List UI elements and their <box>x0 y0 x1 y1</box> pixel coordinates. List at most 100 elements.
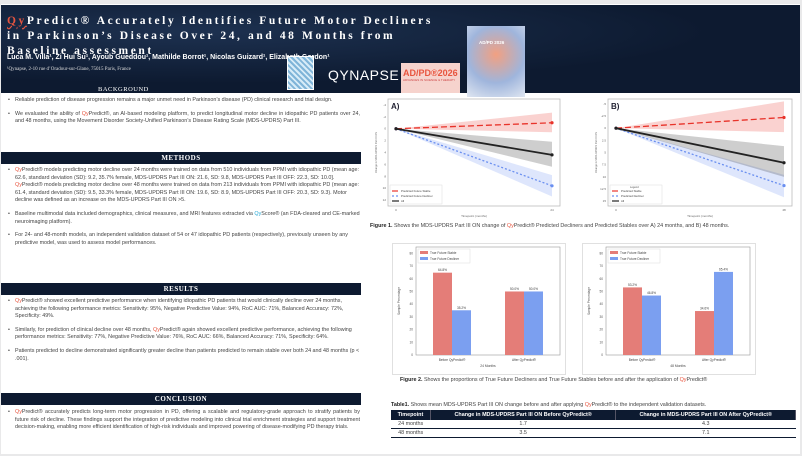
y-tick-label: 10 <box>603 175 607 179</box>
x-axis-label: 24 Months <box>480 364 496 368</box>
bar-data-label: 53.2% <box>628 283 637 287</box>
methods-list: QyPredict® models predicting motor decli… <box>8 167 360 253</box>
bar <box>714 271 733 355</box>
list-item: QyPredict® accurately predicts long-term… <box>8 409 360 432</box>
y-tick-label: 20 <box>409 328 413 332</box>
conclusion-list: QyPredict® accurately predicts long-term… <box>8 409 360 438</box>
bar-data-label: 50.0% <box>529 287 538 291</box>
y-axis-label: Sample Percentage <box>397 287 401 315</box>
list-item: We evaluated the ability of QyPredict®, … <box>8 111 360 126</box>
list-item: For 24- and 48-month models, an independ… <box>8 232 360 247</box>
figure1-caption: Figure 1. Shows the MDS-UPDRS Part III O… <box>370 223 730 229</box>
table-row: 24 months 1.7 4.3 <box>391 420 796 429</box>
y-tick-label: 30 <box>409 315 413 319</box>
y-tick-label: 0 <box>604 126 606 130</box>
legend-label: True Future Stable <box>620 251 647 255</box>
y-tick-label: 10 <box>383 186 387 190</box>
y-tick-label: 5 <box>604 151 606 155</box>
poster-header: QyPredict® Accurately Identifies Future … <box>1 5 800 97</box>
bar <box>623 287 642 355</box>
x-tick-label: 0 <box>395 208 397 212</box>
background-list: Reliable prediction of disease progressi… <box>8 97 360 132</box>
y-tick-label: 12.5 <box>600 187 606 191</box>
x-tick-label: 48 <box>782 208 786 212</box>
y-axis-label: Change in MDS-UPDRS Part III ON <box>594 132 598 173</box>
legend-label: Predicted Stable <box>621 189 642 193</box>
y-tick-label: 0 <box>384 127 386 131</box>
y-tick-label: 7.5 <box>602 163 607 167</box>
y-tick-label: 12 <box>383 198 387 202</box>
results-list: QyPredict® showed excellent predictive p… <box>8 298 360 369</box>
conclusion-heading: CONCLUSION <box>1 393 361 405</box>
qr-code[interactable] <box>287 56 314 90</box>
bar <box>642 295 661 355</box>
data-point <box>550 153 554 157</box>
y-tick-label: 10 <box>599 340 603 344</box>
y-tick-label: 80 <box>599 251 603 255</box>
legend-swatch <box>420 251 428 254</box>
x-tick-label: 0 <box>615 208 617 212</box>
series-line <box>395 122 553 130</box>
y-tick-label: -5 <box>603 102 606 106</box>
legend-label: Predicted Future Decliner <box>401 194 433 198</box>
authors: Luca M. Villa¹, Zi Hui Su¹, Ayoub Gueddo… <box>7 54 330 61</box>
legend-box <box>607 248 661 264</box>
y-tick-label: 50 <box>599 289 603 293</box>
x-axis-label: 48 Months <box>670 364 686 368</box>
bar-data-label: 65.4% <box>719 267 728 271</box>
legend-label: True Future Decliner <box>620 257 650 261</box>
legend-label: Predicted Decliner <box>621 194 644 198</box>
background-heading: BACKGROUND <box>98 86 149 93</box>
y-tick-label: 70 <box>599 264 603 268</box>
x-tick-label: 24 <box>550 208 554 212</box>
y-axis-label: Change in MDS-UPDRS Part III ON <box>374 132 378 173</box>
results-heading: RESULTS <box>1 283 361 295</box>
y-tick-label: 2 <box>384 139 386 143</box>
brain-image: AD/PD 2026 <box>467 26 525 97</box>
line-chart-48-months: -5 -2.5 0 2.5 5 7.5 10 12.5 15 0 48 Timepoint (mont… <box>594 98 793 218</box>
bar-data-label: 34.6% <box>700 307 709 311</box>
x-tick-label: Before QyPredict® <box>439 358 466 362</box>
data-point <box>782 161 786 165</box>
y-tick-label: 30 <box>599 315 603 319</box>
y-tick-label: 0 <box>411 353 413 357</box>
y-tick-label: 80 <box>409 251 413 255</box>
bar <box>452 310 471 355</box>
x-tick-label: After QyPredict® <box>512 358 537 362</box>
bar <box>695 311 714 355</box>
table-caption: Table1. Shows mean MDS-UPDRS Part III ON… <box>391 402 707 408</box>
plot-area <box>415 246 561 356</box>
list-item: QyPredict® showed excellent predictive p… <box>8 298 360 321</box>
list-item: QyPredict® models predicting motor decli… <box>8 167 360 205</box>
legend-swatch <box>610 251 618 254</box>
x-tick-label: After QyPredict® <box>702 358 727 362</box>
data-point <box>782 115 786 120</box>
series-line <box>615 127 785 187</box>
affiliation: ¹Qynapse, 2-10 rue d’Oradour-sur-Glane, … <box>7 67 131 72</box>
bar-data-label: 50.0% <box>510 287 519 291</box>
data-point <box>614 126 618 130</box>
legend-box <box>609 184 663 205</box>
bar <box>433 272 452 355</box>
bar <box>505 291 524 355</box>
data-point <box>394 127 398 131</box>
series-line <box>395 127 553 156</box>
y-tick-label: -2.5 <box>601 114 607 118</box>
legend-label: All <box>401 199 404 203</box>
x-axis-label: Timepoint (months) <box>461 214 487 218</box>
y-tick-label: 50 <box>409 289 413 293</box>
bar-data-label: 35.2% <box>457 306 466 310</box>
panel-label: B) <box>611 102 620 111</box>
legend-label: True Future Stable <box>430 251 457 255</box>
bar-chart-24-months: 0 10 20 30 40 50 60 70 80 Sample Percentage Before… <box>392 243 566 375</box>
legend-title: Legend <box>630 185 639 189</box>
results-table: Timepoint Change in MDS-UPDRS Part III ON… <box>391 410 796 438</box>
confidence-band <box>396 128 552 167</box>
y-tick-label: 0 <box>601 353 603 357</box>
bar-data-label: 64.8% <box>438 268 447 272</box>
x-axis-label: Timepoint (months) <box>687 214 713 218</box>
column-header: Change in MDS-UPDRS Part III ON Before Q… <box>430 410 617 420</box>
y-tick-label: 6 <box>384 162 386 166</box>
list-item: Similarly, for prediction of clinical de… <box>8 327 360 342</box>
